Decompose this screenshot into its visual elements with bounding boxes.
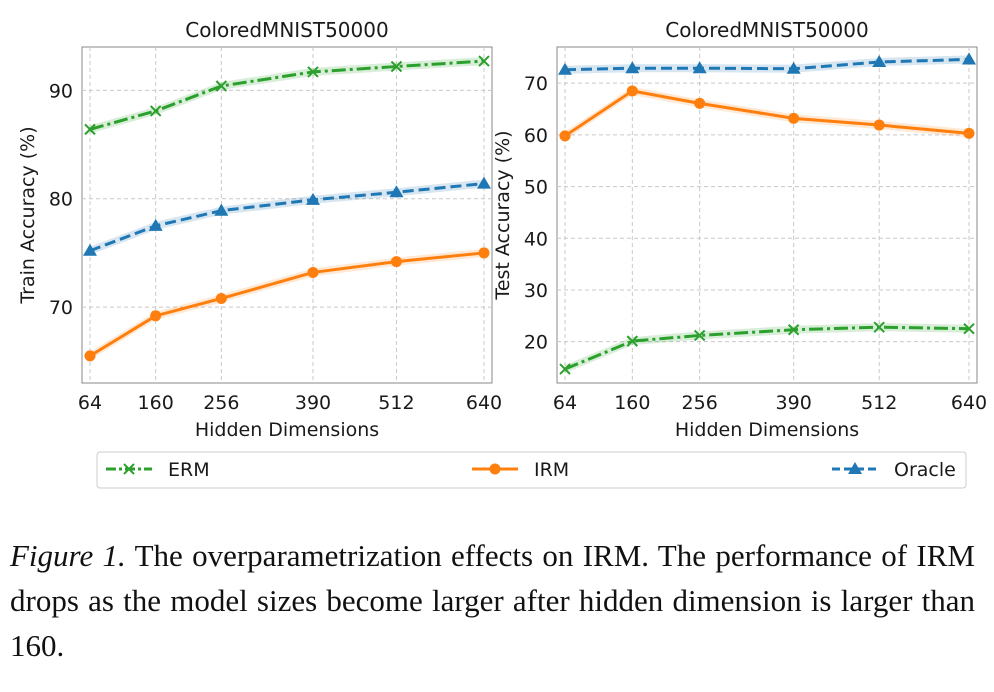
test-irm-point-640 xyxy=(963,127,975,139)
test-x-tick-label: 640 xyxy=(951,392,987,414)
train-x-tick-label: 160 xyxy=(138,392,174,414)
test-x-tick-label: 160 xyxy=(614,392,650,414)
train-oracle-line xyxy=(89,182,485,253)
test-irm-point-64 xyxy=(559,130,571,142)
train-oracle-point-64 xyxy=(83,243,97,256)
test-erm-point-390 xyxy=(787,324,800,336)
train-chart: 64 160 256 390 512 640 70 80 90 ColoredMNIST50000… xyxy=(17,18,502,441)
test-oracle-point-256 xyxy=(692,61,707,74)
caption-label: Figure 1. xyxy=(10,538,126,573)
train-irm-point-256 xyxy=(215,292,227,304)
test-y-tick-label: 40 xyxy=(524,228,548,250)
test-x-tick-label: 512 xyxy=(861,392,897,414)
legend-entry-oracle: Oracle xyxy=(832,459,956,481)
train-erm-point-256 xyxy=(215,80,228,92)
legend-entry-erm: ERM xyxy=(106,459,210,481)
figure-caption: Figure 1. The overparametrization effect… xyxy=(10,533,975,668)
test-erm-point-64 xyxy=(559,363,571,375)
train-irm-point-390 xyxy=(307,266,319,278)
test-x-axis-label: Hidden Dimensions xyxy=(675,419,859,441)
test-oracle-point-64 xyxy=(558,62,572,75)
test-y-tick-label: 70 xyxy=(524,73,548,95)
train-erm-point-512 xyxy=(390,60,403,73)
train-x-tick-label: 64 xyxy=(78,392,102,414)
test-irm-point-256 xyxy=(694,97,706,109)
test-x-tick-label: 390 xyxy=(776,392,812,414)
test-oracle-line xyxy=(564,57,970,72)
test-y-tick-label: 30 xyxy=(524,280,548,302)
test-series-erm xyxy=(559,321,975,375)
legend-entry-irm: IRM xyxy=(472,459,569,481)
train-series-oracle xyxy=(83,176,491,256)
legend-erm-label: ERM xyxy=(168,459,210,481)
train-y-tick-label: 80 xyxy=(49,189,73,211)
test-erm-point-256 xyxy=(693,329,706,342)
train-irm-band xyxy=(90,248,484,360)
train-erm-line xyxy=(89,59,485,131)
train-x-tick-label: 390 xyxy=(295,392,331,414)
train-series-irm xyxy=(84,247,490,362)
train-plot-area xyxy=(81,46,493,384)
test-series-irm xyxy=(559,85,975,142)
train-y-tick-label: 90 xyxy=(49,80,73,102)
test-erm-point-512 xyxy=(873,321,885,333)
train-irm-line xyxy=(89,251,485,358)
test-chart-title: ColoredMNIST50000 xyxy=(665,18,868,42)
test-oracle-point-512 xyxy=(872,54,887,68)
legend-oracle-label: Oracle xyxy=(894,459,956,481)
caption-text: The overparametrization effects on IRM. … xyxy=(10,538,975,663)
test-oracle-point-640 xyxy=(962,52,976,65)
train-erm-point-640 xyxy=(478,55,490,67)
test-x-tick-label: 256 xyxy=(682,392,718,414)
test-series-oracle xyxy=(558,52,976,75)
train-x-axis-label: Hidden Dimensions xyxy=(195,419,379,441)
test-y-axis-label: Test Accuracy (%) xyxy=(492,130,514,300)
train-y-tick-label: 70 xyxy=(49,297,73,319)
train-series-erm xyxy=(84,55,490,136)
figure: 64 160 256 390 512 640 70 80 90 ColoredMNIST50000… xyxy=(17,18,987,489)
train-irm-point-640 xyxy=(478,247,490,259)
train-oracle-point-640 xyxy=(477,176,491,189)
train-irm-point-512 xyxy=(390,256,402,268)
legend-box xyxy=(96,451,967,489)
test-y-tick-label: 50 xyxy=(524,177,548,199)
train-erm-point-64 xyxy=(84,123,96,136)
train-oracle-point-390 xyxy=(305,192,320,205)
train-oracle-point-512 xyxy=(389,185,404,198)
test-plot-area xyxy=(556,46,978,384)
test-y-tick-label: 20 xyxy=(524,332,548,354)
legend-erm-marker xyxy=(123,463,135,475)
test-erm-band xyxy=(565,323,969,374)
test-irm-point-512 xyxy=(873,119,885,131)
test-erm-point-160 xyxy=(626,335,639,347)
test-irm-point-160 xyxy=(626,85,638,97)
train-oracle-point-160 xyxy=(148,218,163,231)
legend: ERM IRM Oracle xyxy=(96,451,967,489)
test-irm-point-390 xyxy=(788,112,800,124)
test-chart: 64 160 256 390 512 640 20 30 40 50 60 70 ColoredMNIS… xyxy=(492,18,987,441)
test-erm-line xyxy=(564,325,970,371)
test-y-tick-label: 60 xyxy=(524,125,548,147)
test-oracle-point-160 xyxy=(625,61,640,74)
train-oracle-point-256 xyxy=(214,203,229,216)
legend-irm-marker xyxy=(489,463,501,475)
test-x-tick-label: 64 xyxy=(553,392,577,414)
train-irm-point-160 xyxy=(150,310,162,322)
train-x-tick-label: 512 xyxy=(378,392,414,414)
test-oracle-point-390 xyxy=(786,61,801,74)
train-chart-title: ColoredMNIST50000 xyxy=(185,18,388,42)
train-erm-point-390 xyxy=(307,66,319,78)
test-irm-line xyxy=(564,89,970,138)
train-x-tick-label: 256 xyxy=(203,392,239,414)
legend-irm-label: IRM xyxy=(534,459,569,481)
train-erm-point-160 xyxy=(149,105,162,117)
train-x-tick-label: 640 xyxy=(466,392,502,414)
train-y-axis-label: Train Accuracy (%) xyxy=(17,126,39,304)
legend-oracle-marker xyxy=(848,462,862,475)
test-erm-point-640 xyxy=(963,323,975,335)
train-irm-point-64 xyxy=(84,350,96,362)
